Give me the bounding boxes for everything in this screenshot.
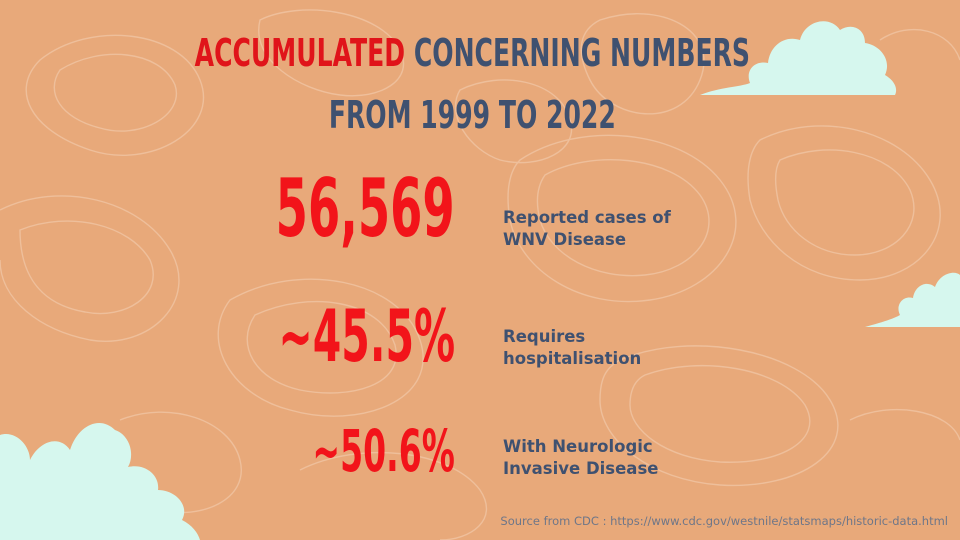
- cloud-bottom-left: [0, 422, 200, 540]
- stat-label-hospitalisation-line2: hospitalisation: [503, 349, 642, 368]
- cloud-right: [865, 272, 960, 327]
- title-line-2: FROM 1999 TO 2022: [328, 93, 616, 137]
- title-accent-word: ACCUMULATED: [194, 31, 406, 75]
- stat-label-neuroinvasive-line2: Invasive Disease: [503, 459, 659, 478]
- stat-label-cases-line2: WNV Disease: [503, 230, 627, 249]
- stat-label-cases-line1: Reported cases of: [503, 208, 671, 227]
- title-line-1-rest: CONCERNING NUMBERS: [413, 31, 750, 75]
- stat-label-hospitalisation-line1: Requires: [503, 327, 586, 346]
- stat-label-hospitalisation: Requires hospitalisation: [503, 326, 723, 370]
- cloud-top-right: [700, 21, 897, 95]
- source-citation: Source from CDC : https://www.cdc.gov/we…: [500, 514, 948, 528]
- stat-label-cases: Reported cases of WNV Disease: [503, 207, 723, 251]
- stat-value-hospitalisation: ~45.5%: [278, 294, 455, 378]
- stat-value-cases: 56,569: [275, 162, 455, 255]
- stat-value-neuroinvasive: ~50.6%: [312, 417, 455, 485]
- stat-label-neuroinvasive-line1: With Neurologic: [503, 437, 653, 456]
- title-line-1: ACCUMULATED CONCERNING NUMBERS: [160, 34, 784, 72]
- stat-label-neuroinvasive: With Neurologic Invasive Disease: [503, 436, 723, 480]
